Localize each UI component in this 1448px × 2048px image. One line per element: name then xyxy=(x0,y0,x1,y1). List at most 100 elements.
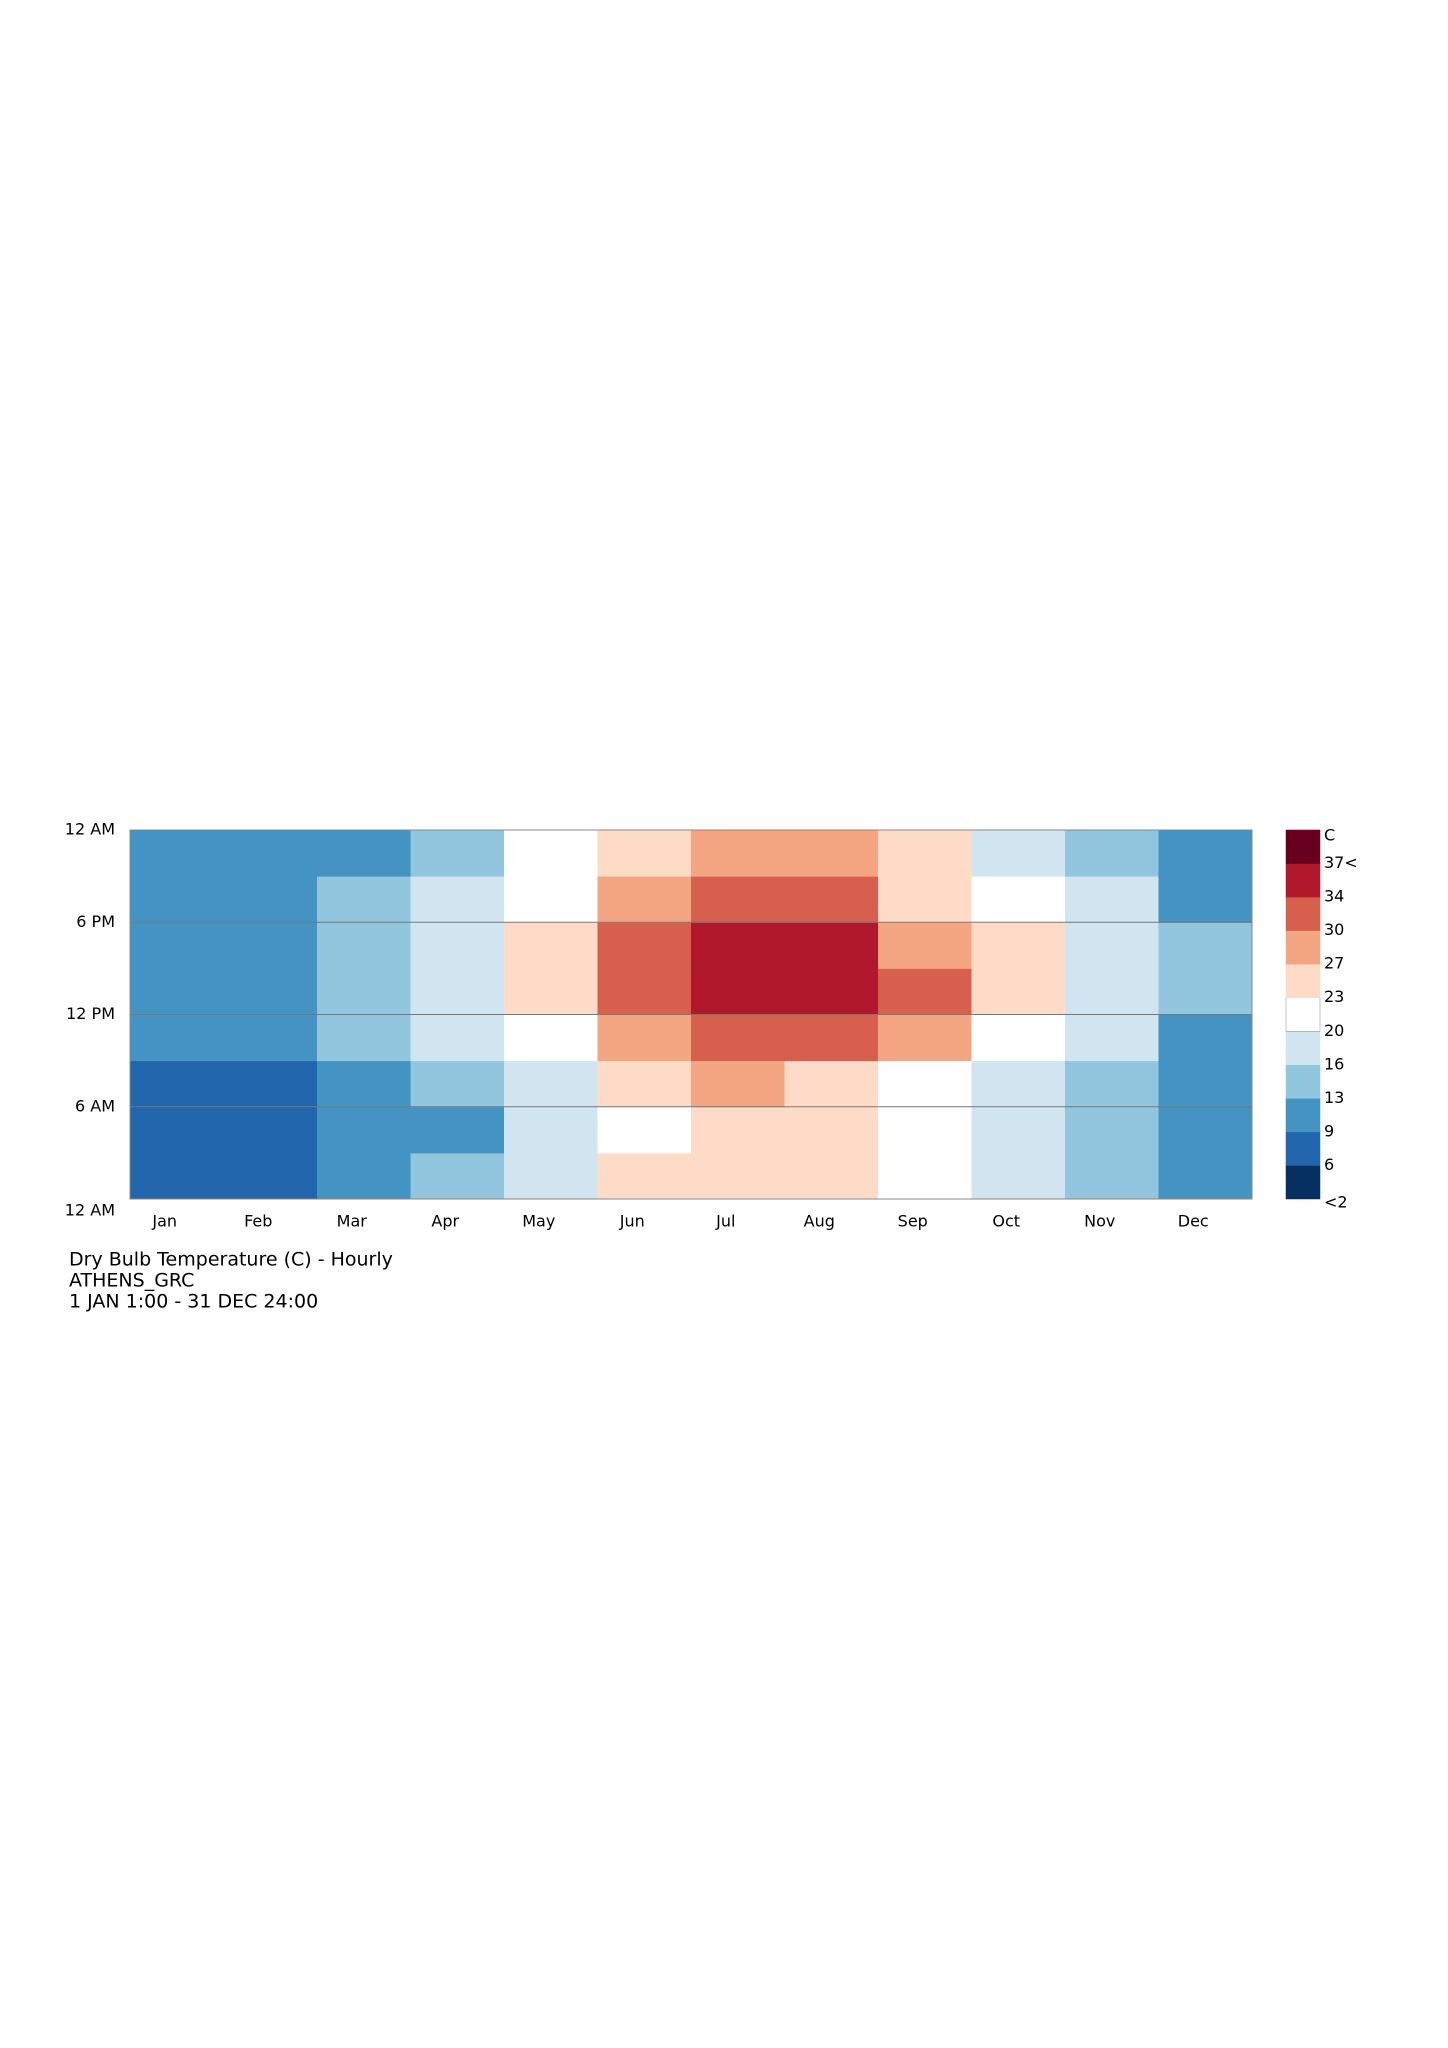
heat-cell xyxy=(317,876,411,923)
heat-cell xyxy=(504,876,598,923)
heat-cell xyxy=(410,922,505,969)
heat-cell xyxy=(1158,876,1253,923)
heat-cell xyxy=(597,876,692,923)
heat-cell xyxy=(130,1106,224,1154)
heat-cell xyxy=(317,830,411,877)
x-tick-label: Oct xyxy=(992,1212,1020,1231)
heat-cell xyxy=(317,1060,411,1108)
heat-cell xyxy=(971,1106,1066,1154)
heat-cell xyxy=(317,1152,411,1200)
heat-cell xyxy=(597,968,692,1015)
heat-cell xyxy=(691,876,785,923)
colorbar-swatch xyxy=(1285,896,1321,931)
heat-cell xyxy=(1158,1060,1253,1108)
colorbar-swatch xyxy=(1285,1031,1321,1066)
heat-cell xyxy=(130,922,224,969)
y-tick-label: 12 PM xyxy=(66,1004,115,1023)
heat-cell xyxy=(597,922,692,969)
heat-cell xyxy=(1158,1014,1253,1062)
heat-cell xyxy=(504,1014,598,1062)
x-tick-label: Sep xyxy=(898,1212,928,1231)
x-tick-label: Jan xyxy=(151,1212,177,1231)
x-tick-label: Jul xyxy=(715,1212,735,1231)
heat-cell xyxy=(597,1106,692,1154)
heat-cell xyxy=(597,830,692,877)
heat-cell xyxy=(784,1060,879,1108)
heat-cell xyxy=(784,830,879,877)
heat-cell xyxy=(504,922,598,969)
heat-cell xyxy=(223,1106,318,1154)
colorbar-label: 16 xyxy=(1324,1054,1344,1073)
x-tick-label: Jun xyxy=(619,1212,645,1231)
x-tick-label: Mar xyxy=(337,1212,368,1231)
y-tick-label: 6 PM xyxy=(76,912,115,931)
heat-cell xyxy=(878,1106,972,1154)
heat-cell xyxy=(504,1106,598,1154)
colorbar-swatch xyxy=(1285,963,1321,998)
colorbar-unit: C xyxy=(1324,826,1335,845)
heat-cell xyxy=(878,968,972,1015)
heat-cell xyxy=(784,1106,879,1154)
heat-cell xyxy=(130,876,224,923)
heat-cell xyxy=(223,830,318,877)
heat-cell xyxy=(1065,830,1159,877)
heat-cell xyxy=(223,968,318,1015)
chart-period: 1 JAN 1:00 - 31 DEC 24:00 xyxy=(69,1291,318,1313)
heat-cell xyxy=(878,830,972,877)
heat-cell xyxy=(317,1106,411,1154)
heat-cell xyxy=(971,876,1066,923)
colorbar-swatch xyxy=(1285,1165,1321,1200)
heat-cell xyxy=(130,1014,224,1062)
colorbar-label: 6 xyxy=(1324,1155,1334,1174)
heat-cell xyxy=(504,968,598,1015)
heat-cell xyxy=(691,1060,785,1108)
heat-cell xyxy=(784,922,879,969)
x-tick-label: May xyxy=(522,1212,555,1231)
heat-cell xyxy=(1065,1060,1159,1108)
heat-cell xyxy=(597,1060,692,1108)
plot-frame xyxy=(129,829,1253,1200)
heat-cell xyxy=(1065,1014,1159,1062)
chart-subtitle: ATHENS_GRC xyxy=(69,1270,194,1292)
x-tick-label: Dec xyxy=(1178,1212,1209,1231)
heat-cell xyxy=(410,1060,505,1108)
colorbar-swatch xyxy=(1285,1064,1321,1099)
heat-cell xyxy=(410,1152,505,1200)
heat-cell xyxy=(1065,922,1159,969)
heat-cell xyxy=(971,968,1066,1015)
heat-cell xyxy=(691,922,785,969)
heat-cell xyxy=(597,1014,692,1062)
heat-cell xyxy=(971,830,1066,877)
heat-cell xyxy=(410,830,505,877)
heat-cell xyxy=(504,1152,598,1200)
heat-cell xyxy=(971,1060,1066,1108)
heat-cell xyxy=(878,876,972,923)
colorbar-label: 9 xyxy=(1324,1121,1334,1140)
x-tick-label: Feb xyxy=(244,1212,272,1231)
heat-cell xyxy=(1158,968,1253,1015)
heat-cell xyxy=(223,922,318,969)
heat-cell xyxy=(410,1106,505,1154)
heat-cell xyxy=(878,922,972,969)
colorbar-swatch xyxy=(1285,1098,1321,1133)
heat-cell xyxy=(1065,1152,1159,1200)
heat-cell xyxy=(691,968,785,1015)
heat-cell xyxy=(971,922,1066,969)
heat-cell xyxy=(597,1152,692,1200)
heat-cell xyxy=(317,968,411,1015)
heat-cell xyxy=(1158,1152,1253,1200)
colorbar-label: 23 xyxy=(1324,987,1344,1006)
heat-cell xyxy=(130,830,224,877)
heat-cell xyxy=(784,876,879,923)
heat-cell xyxy=(1065,876,1159,923)
x-tick-label: Aug xyxy=(804,1212,835,1231)
colorbar-swatch xyxy=(1285,997,1321,1032)
heat-cell xyxy=(130,1060,224,1108)
heat-cell xyxy=(1158,830,1253,877)
colorbar-swatch xyxy=(1285,829,1321,864)
heat-cell xyxy=(878,1152,972,1200)
heat-cell xyxy=(784,968,879,1015)
heat-cell xyxy=(691,1106,785,1154)
heat-cell xyxy=(410,876,505,923)
